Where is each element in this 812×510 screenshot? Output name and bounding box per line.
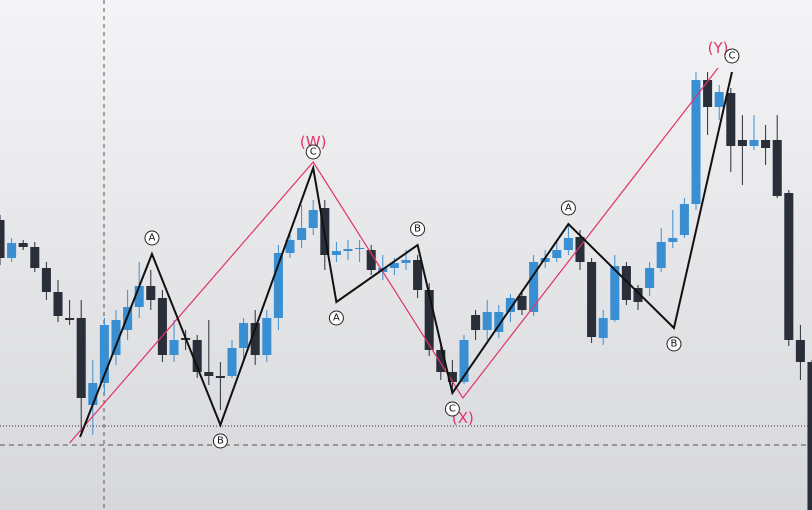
wave-label: C: [449, 404, 456, 415]
candle-body: [621, 266, 631, 300]
wave-label-circle: [305, 144, 321, 160]
candle-body: [668, 238, 678, 242]
candle-body: [18, 243, 28, 247]
candle-body: [134, 286, 144, 307]
candle-body: [227, 348, 237, 376]
candle-body: [215, 376, 225, 378]
candle-body: [784, 193, 794, 340]
candle-body: [656, 242, 666, 268]
wave-label: B: [671, 339, 678, 350]
wave-label: B: [414, 224, 421, 235]
candle-body: [714, 92, 724, 107]
wave-label: (Y): [708, 39, 729, 57]
candle-body: [250, 323, 260, 355]
candle-body: [563, 238, 573, 250]
candle-body: [691, 80, 701, 204]
candle-body: [703, 80, 713, 107]
candle-body: [726, 93, 736, 146]
candle-body: [355, 248, 365, 249]
candle-body: [169, 340, 179, 355]
candle-body: [471, 315, 481, 330]
candle-body: [413, 260, 423, 290]
candle-body: [204, 372, 214, 376]
candle-body: [366, 250, 376, 270]
wave-label: A: [333, 313, 340, 324]
wave-label-circle: [724, 48, 740, 64]
candle-body: [424, 290, 434, 350]
wave-label: B: [217, 436, 224, 447]
candle-body: [239, 323, 249, 348]
candle-body: [192, 340, 202, 372]
candle-body: [157, 298, 167, 355]
candle-body: [297, 228, 307, 240]
wave-label: C: [728, 51, 735, 62]
candle-body: [459, 340, 469, 382]
wave-label: C: [310, 147, 317, 158]
candle-body: [529, 262, 539, 312]
wave-label: A: [565, 203, 572, 214]
wave-label-circle: [560, 200, 576, 216]
candle-body: [41, 268, 51, 292]
candle-body: [598, 318, 608, 338]
candle-body: [0, 220, 5, 258]
candle-body: [308, 210, 318, 228]
candle-body: [99, 325, 109, 383]
candle-body: [645, 268, 655, 288]
candle-body: [436, 350, 446, 372]
candle-body: [285, 240, 295, 253]
wave-line: [69, 67, 719, 444]
candle-body: [772, 140, 782, 196]
candle-body: [505, 298, 515, 312]
candle-body: [30, 247, 40, 268]
candle-body: [494, 312, 504, 332]
candle-body: [749, 140, 759, 146]
candle-body: [53, 292, 63, 316]
candle-body: [401, 260, 411, 263]
candle-body: [540, 258, 550, 262]
candle-body: [761, 140, 771, 148]
wave-label-circle: [410, 221, 426, 237]
candle-body: [517, 296, 527, 310]
candle-body: [587, 262, 597, 337]
wave-label: (W): [300, 133, 327, 151]
wave-line: [79, 71, 733, 438]
candle-body: [737, 140, 747, 146]
candle-body: [88, 383, 98, 405]
wave-label-circle: [328, 310, 344, 326]
wave-label-circle: [212, 433, 228, 449]
candle-body: [76, 318, 86, 398]
candle-body: [552, 250, 562, 258]
candle-body: [575, 237, 585, 262]
wave-label-circle: [666, 336, 682, 352]
candle-body: [343, 249, 353, 251]
candle-body: [610, 266, 620, 320]
candle-body: [331, 251, 341, 255]
candle-body: [273, 253, 283, 318]
candle-body: [795, 340, 805, 362]
candle-body: [389, 263, 399, 268]
candle-body: [447, 372, 457, 382]
wave-label: A: [149, 233, 156, 244]
candle-body: [262, 318, 272, 355]
candle-body: [65, 318, 75, 320]
candle-body: [807, 362, 812, 510]
wave-label-circle: [144, 230, 160, 246]
candle-body: [7, 243, 17, 258]
candle-body: [146, 286, 156, 300]
candle-body: [482, 312, 492, 330]
wave-label-circle: [444, 401, 460, 417]
candle-body: [111, 320, 121, 355]
candle-body: [633, 288, 643, 302]
candle-body: [679, 204, 689, 235]
